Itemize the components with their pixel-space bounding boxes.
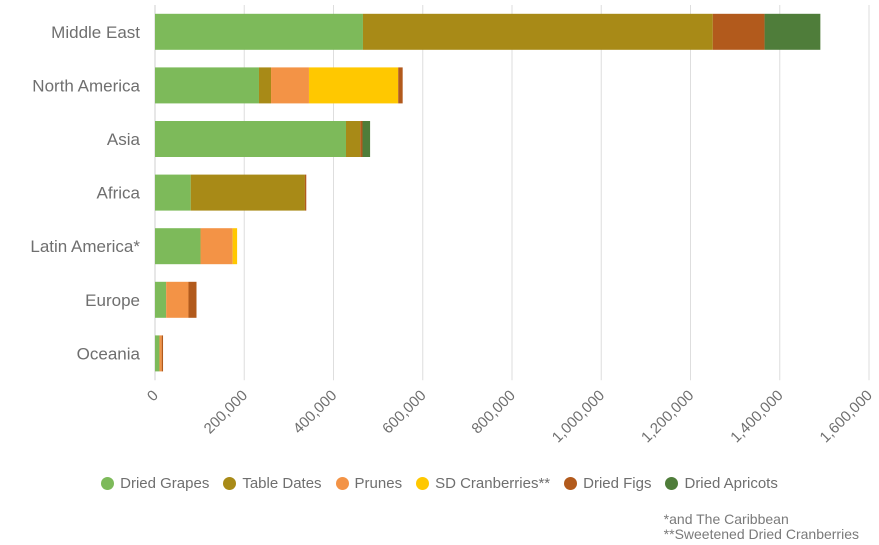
bar-segment-dried-grapes-africa (155, 174, 191, 211)
legend-item: Dried Grapes (101, 475, 209, 492)
legend-swatch (564, 476, 578, 490)
footnote-cranberries: **Sweetened Dried Cranberries (663, 526, 859, 542)
legend-swatch (416, 476, 430, 490)
bar-segment-prunes-latin-america (200, 228, 233, 265)
bar-segment-table-dates-asia (345, 121, 361, 157)
bars (155, 13, 821, 372)
bar-segment-prunes-oceania (159, 335, 162, 372)
category-label: Oceania (77, 344, 141, 363)
legend-swatch (223, 476, 237, 490)
x-tick-label: 1,400,000 (727, 387, 786, 446)
legend-label: Dried Figs (583, 474, 652, 492)
category-label: Latin America* (30, 237, 140, 256)
bar-segment-prunes-north-america (271, 67, 309, 104)
x-tick-label: 1,200,000 (638, 387, 697, 446)
bar-segment-dried-figs-asia (360, 121, 363, 157)
x-tick-label: 200,000 (201, 387, 251, 437)
bar-segment-dried-apricots-asia (362, 121, 371, 157)
bar-segment-dried-grapes-oceania (155, 335, 160, 372)
legend-label: Dried Grapes (120, 474, 210, 492)
legend-label: Prunes (354, 474, 403, 492)
bar-segment-dried-figs-africa (304, 174, 307, 211)
bar-segment-dried-figs-north-america (398, 67, 403, 104)
footnotes: *and The Caribbean **Sweetened Dried Cra… (664, 512, 859, 542)
stacked-bar-chart: Middle East North America Asia Africa Latin … (30, 5, 876, 446)
legend-label: SD Cranberries** (435, 474, 551, 492)
x-tick-label: 400,000 (290, 387, 340, 437)
legend-swatch (101, 476, 115, 490)
legend-label: Table Dates (242, 474, 322, 492)
legend-item: Dried Figs (564, 475, 651, 492)
x-tick-label: 1,600,000 (817, 387, 876, 446)
x-tick-label: 1,000,000 (549, 387, 608, 446)
category-label: North America (32, 76, 140, 95)
bar-segment-table-dates-north-america (258, 67, 272, 104)
bar-segment-dried-grapes-middle-east (155, 13, 363, 50)
legend-swatch (665, 476, 679, 490)
legend-item: Dried Apricots (665, 474, 778, 492)
bar-segment-table-dates-africa (190, 174, 305, 211)
category-label: Middle East (51, 23, 140, 42)
bar-segment-dried-figs-europe (188, 281, 197, 318)
x-tick-label: 800,000 (468, 387, 518, 437)
x-tick-label: 0 (144, 387, 162, 405)
legend-label: Dried Apricots (684, 474, 778, 492)
chart-legend: Dried Grapes Table Dates Prunes SD Cranberr… (0, 472, 879, 494)
legend-swatch (335, 476, 349, 490)
bar-segment-dried-figs-middle-east (712, 13, 765, 50)
bar-segment-dried-grapes-europe (155, 281, 167, 318)
bar-segment-dried-grapes-latin-america (155, 228, 201, 265)
bar-segment-dried-grapes-asia (155, 121, 346, 157)
bar-segment-dried-figs-oceania (161, 335, 164, 372)
category-label: Asia (107, 130, 141, 149)
footnote-caribbean: *and The Caribbean (663, 511, 789, 527)
x-tick-label: 600,000 (379, 387, 429, 437)
bar-segment-dried-grapes-north-america (155, 67, 259, 104)
legend-item: Prunes (335, 474, 403, 492)
bar-segment-prunes-europe (166, 281, 189, 318)
gridlines (243, 5, 870, 381)
bar-segment-sd-cranberries-latin-america (232, 228, 238, 265)
bar-segment-table-dates-middle-east (362, 13, 713, 50)
bar-segment-sd-cranberries-north-america (308, 67, 399, 104)
bar-segment-dried-apricots-middle-east (764, 13, 821, 50)
category-label: Africa (97, 184, 141, 203)
legend-item: Table Dates (223, 474, 322, 492)
category-label: Europe (85, 291, 140, 310)
legend-item: SD Cranberries** (416, 475, 550, 492)
